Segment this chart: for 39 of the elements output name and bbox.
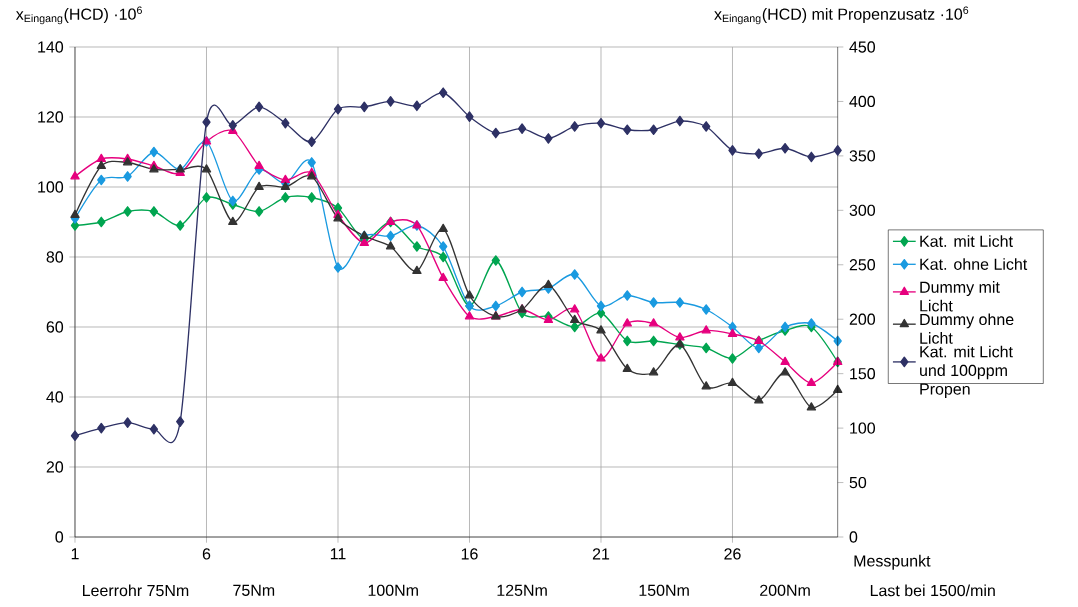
legend-label: Kat. mit Licht — [920, 235, 1013, 247]
x-tick-label: 21 — [592, 548, 610, 560]
y-tick-label: 80 — [46, 251, 64, 263]
text: 125Nm — [497, 584, 547, 596]
text: Leerrohr 75Nm — [83, 584, 189, 597]
y-axis-title: x$_{Eingang}$(HCD) ·10$^{6}$ — [15, 6, 142, 25]
text: 75Nm — [233, 584, 275, 596]
x-axis-title: Messpunkt — [854, 554, 931, 570]
y2-tick-label: 400 — [849, 95, 876, 108]
legend-label: Kat. ohne Licht — [920, 258, 1028, 270]
text: 200Nm — [760, 584, 810, 596]
y2-tick-label: 150 — [850, 368, 876, 380]
x-tick-label: 11 — [330, 548, 346, 560]
y2-tick-label: 250 — [849, 259, 876, 271]
text: 150Nm — [639, 584, 689, 596]
text: 100Nm — [368, 584, 418, 596]
x-tick-label: 6 — [202, 548, 211, 560]
y-tick-label: 140 — [38, 41, 64, 53]
text: Last bei 1500/min — [870, 584, 995, 597]
y-tick-label: 120 — [38, 111, 64, 123]
legend-label: Kat. mit Licht und 100ppm Propen — [920, 345, 1013, 398]
y2-tick-label: 300 — [849, 204, 876, 216]
legend-label: Dummy mit Licht — [920, 281, 1000, 312]
x-tick-label: 26 — [724, 548, 741, 560]
y2-tick-label: 0 — [849, 531, 858, 543]
y2-tick-label: 350 — [849, 150, 876, 162]
y-tick-label: 20 — [46, 461, 64, 473]
y2-tick-label: 200 — [849, 313, 876, 325]
y2-axis-title: x$_{Eingang}$(HCD) mit Propenzusatz ·10$^{6}$ — [714, 6, 969, 25]
y-tick-label: 60 — [46, 321, 64, 333]
y2-tick-label: 450 — [849, 41, 876, 53]
y-tick-label: 100 — [38, 181, 64, 193]
y-tick-label: 0 — [55, 531, 64, 543]
x-tick-label: 16 — [461, 548, 478, 560]
legend-label: Dummy ohne Licht — [920, 313, 1014, 344]
y2-tick-label: 100 — [850, 422, 876, 434]
y-tick-label: 40 — [46, 391, 64, 403]
x-tick-label: 1 — [71, 548, 79, 560]
y2-tick-label: 50 — [849, 476, 867, 489]
